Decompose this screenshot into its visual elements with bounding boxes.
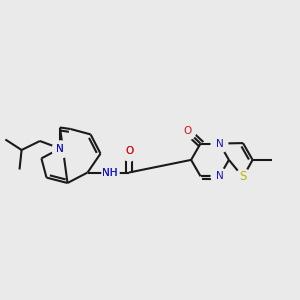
Text: N: N <box>216 171 223 181</box>
Text: N: N <box>216 139 223 148</box>
Text: NH: NH <box>102 167 117 178</box>
Text: O: O <box>125 146 133 157</box>
Text: O: O <box>183 126 191 136</box>
Text: N: N <box>56 143 64 154</box>
Text: O: O <box>125 146 133 157</box>
Text: NH: NH <box>102 167 117 178</box>
Text: N: N <box>56 143 64 154</box>
Text: S: S <box>239 170 247 184</box>
